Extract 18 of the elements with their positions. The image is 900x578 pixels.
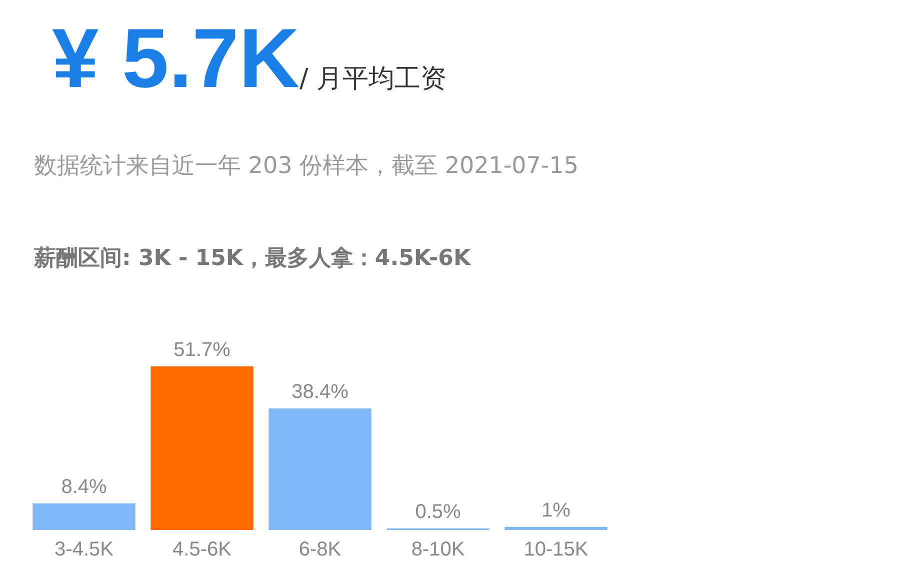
text: 薪酬区间: 3K - 15K，最多人拿：4.5K-6K	[34, 245, 471, 273]
bar	[268, 408, 372, 530]
bar	[150, 366, 254, 530]
bar	[32, 503, 136, 530]
data-label: 0.5%	[415, 500, 462, 523]
bar	[504, 526, 608, 530]
data-label: 51.7%	[174, 338, 231, 361]
data-label: 8.4%	[61, 476, 108, 498]
x-tick-label: 4.5-6K	[172, 538, 232, 561]
data-label: 38.4%	[292, 380, 349, 403]
data-label: 1%	[542, 499, 571, 522]
x-tick-label: 6-8K	[298, 538, 342, 561]
x-tick-label: 3-4.5K	[54, 538, 114, 561]
text: 数据统计来自近一年 203 份样本，截至 2021-07-15	[34, 152, 578, 181]
x-tick-label: 8-10K	[411, 538, 466, 561]
chart-subtitle: / 月平均工资	[300, 64, 447, 94]
x-tick-label: 10-15K	[524, 538, 589, 561]
chart-title: ¥ 5.7K	[52, 11, 300, 105]
